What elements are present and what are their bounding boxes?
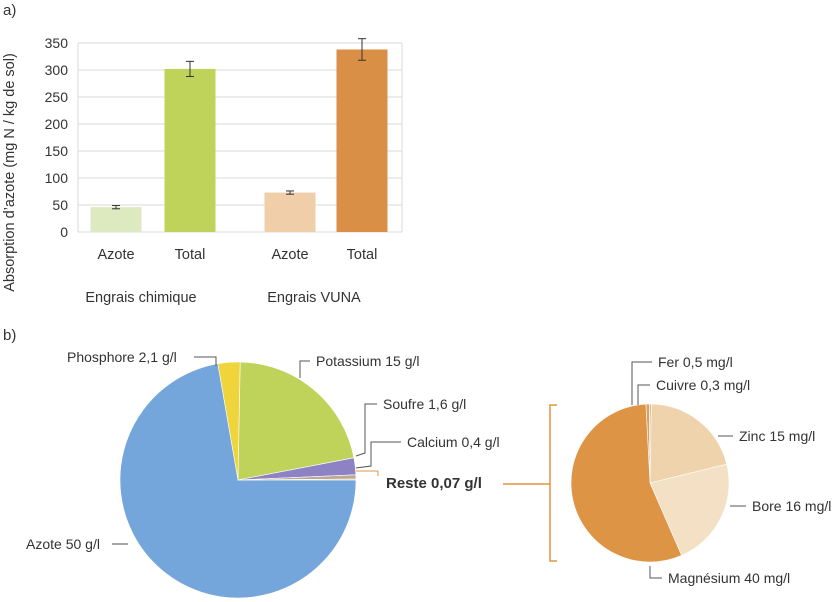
slice-potassium-15-g-l	[237, 361, 355, 481]
slice-label-azote: Azote 50 g/l	[26, 536, 100, 552]
x-category-label: Total	[175, 247, 206, 263]
x-category-label: Total	[347, 247, 378, 263]
group-label: Engrais chimique	[85, 290, 196, 306]
leader-line	[194, 356, 217, 366]
x-category-label: Azote	[271, 247, 308, 263]
slice-label-fer: Fer 0,5 mg/l	[658, 354, 733, 370]
leader-line	[355, 441, 401, 469]
main-pie-chart: Azote 50 g/l Phosphore 2,1 g/l Potassium 1…	[26, 349, 557, 599]
slice-azote-50-g-l	[119, 363, 357, 599]
rest-pie-chart: Fer 0,5 mg/l Cuivre 0,3 mg/l Zinc 15 mg/l B…	[570, 354, 831, 586]
slice-label-soufre: Soufre 1,6 g/l	[383, 396, 466, 412]
bar-engrais-vuna-total	[336, 49, 388, 233]
bar-engrais-chimique-azote	[90, 207, 142, 232]
leader-line	[637, 384, 650, 405]
bar-engrais-chimique-total	[164, 68, 216, 232]
y-tick-label: 100	[45, 170, 69, 186]
rest-bracket	[549, 404, 557, 562]
slice-label-bore: Bore 16 mg/l	[752, 498, 831, 514]
panel-b-label: b)	[3, 327, 16, 344]
slice-label-phosphore: Phosphore 2,1 g/l	[67, 349, 177, 365]
slice-zinc-15-mg-l	[649, 403, 728, 484]
leader-line	[649, 566, 662, 579]
y-tick-label: 200	[45, 116, 69, 132]
slice-label-reste: Reste 0,07 g/l	[386, 475, 482, 492]
y-axis-label: Absorption d’azote (mg N / kg de sol)	[2, 53, 18, 292]
slice-label-cuivre: Cuivre 0,3 mg/l	[656, 377, 750, 393]
slice-reste-0-07-g-l	[237, 478, 357, 481]
leader-line	[631, 361, 652, 405]
y-tick-label: 150	[45, 143, 69, 159]
y-tick-label: 50	[52, 197, 68, 213]
x-category-label: Azote	[97, 247, 134, 263]
bar-chart: 0 50 100 150 200 250 300 350 Absorption d’azote …	[2, 35, 403, 306]
leader-line	[355, 403, 377, 457]
slice-label-potassium: Potassium 15 g/l	[316, 353, 420, 369]
slice-label-calcium: Calcium 0,4 g/l	[407, 434, 500, 450]
slice-bore-16-mg-l	[649, 463, 730, 556]
panel-a-label: a)	[3, 2, 16, 19]
y-tick-label: 300	[45, 62, 69, 78]
bar-engrais-vuna-azote	[264, 192, 316, 232]
slice-magnesium-40-mg-l	[570, 403, 682, 563]
y-tick-label: 350	[45, 35, 69, 51]
leader-line	[299, 360, 310, 378]
y-tick-label: 0	[60, 224, 68, 240]
slice-label-zinc: Zinc 15 mg/l	[739, 428, 815, 444]
group-label: Engrais VUNA	[267, 290, 361, 306]
slice-label-magnesium: Magnésium 40 mg/l	[668, 570, 790, 586]
y-tick-label: 250	[45, 89, 69, 105]
